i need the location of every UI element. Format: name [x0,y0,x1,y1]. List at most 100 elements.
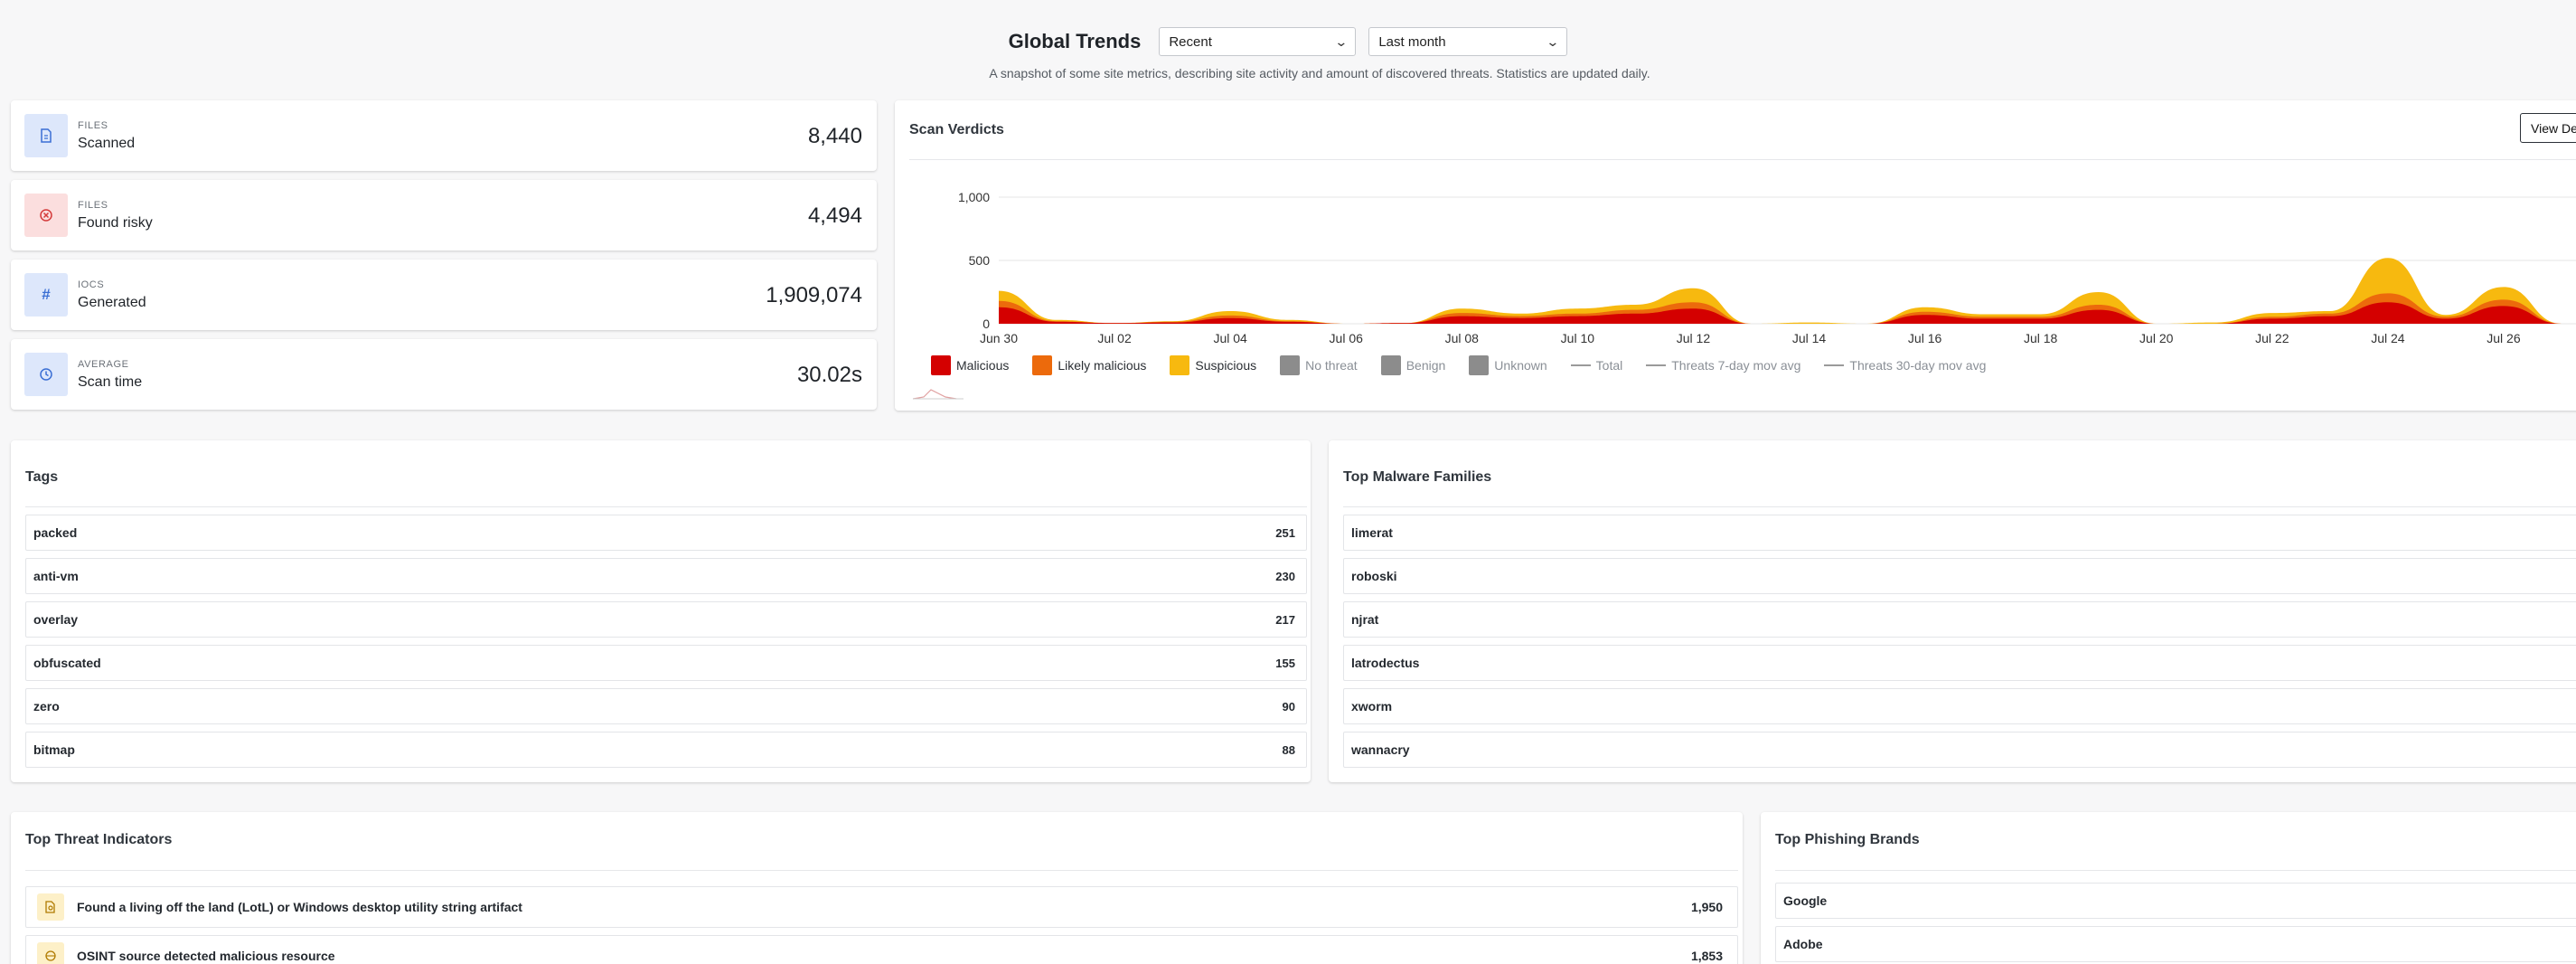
tags-card: Tags packed 251 anti-vm 230 overlay 217 obf… [11,440,1311,782]
x-tick-label: Jul 04 [1213,331,1247,345]
legend-item[interactable]: Likely malicious [1032,355,1146,375]
tag-name: packed [33,525,78,540]
tag-count: 230 [1275,569,1295,583]
chevron-down-icon: ⌄ [1333,33,1349,49]
tag-row[interactable]: packed 251 [25,515,1307,551]
tag-name: overlay [33,612,79,627]
tag-name: bitmap [33,742,75,757]
chevron-down-icon: ⌄ [1545,33,1560,49]
section-title: Top Phishing Brands [1775,832,1920,847]
brand-name: Adobe [1783,937,1823,951]
threat-indicators-card: Top Threat Indicators Found a living off… [11,812,1743,964]
stat-label: Generated [78,295,146,310]
stat-value: 30.02s [796,363,862,387]
legend-item[interactable]: Total [1570,358,1623,373]
legend-label: Threats 30-day mov avg [1849,358,1987,373]
y-tick-label: 0 [982,317,990,331]
malware-row[interactable]: wannacry [1343,732,2576,768]
legend-item[interactable]: Benign [1380,355,1445,375]
tag-name: zero [33,699,60,714]
stat-card-scanned: FILES Scanned 8,440 [11,100,877,171]
legend-item[interactable]: Suspicious [1170,355,1256,375]
legend-item[interactable]: Malicious [931,355,1009,375]
tag-row[interactable]: obfuscated 155 [25,645,1307,681]
legend-item[interactable]: No threat [1280,355,1358,375]
malware-name: roboski [1351,569,1397,583]
indicator-count: 1,853 [1690,949,1723,963]
indicator-icon [37,942,64,964]
y-tick-label: 500 [969,253,991,268]
stat-kicker: AVERAGE [78,359,129,370]
legend-item[interactable]: Threats 30-day mov avg [1824,358,1986,373]
indicator-row[interactable]: OSINT source detected malicious resource… [25,935,1738,964]
divider [25,506,1307,507]
stat-card-scantime: AVERAGE Scan time 30.02s [11,339,877,410]
x-tick-label: Jul 26 [2487,331,2521,345]
section-title: Top Malware Families [1343,469,1492,485]
tag-row[interactable]: overlay 217 [25,601,1307,638]
tag-row[interactable]: bitmap 88 [25,732,1307,768]
period-select-value: Last month [1378,33,1446,50]
legend-item[interactable]: Unknown [1469,355,1547,375]
section-title: Top Threat Indicators [25,832,173,847]
divider [1343,506,2576,507]
tag-row[interactable]: anti-vm 230 [25,558,1307,594]
period-select[interactable]: Last month ⌄ [1368,27,1568,56]
legend-label: Threats 7-day mov avg [1671,358,1801,373]
indicator-text: OSINT source detected malicious resource [77,949,335,963]
stat-value: 1,909,074 [766,283,862,307]
stat-card-iocs: # IOCS Generated 1,909,074 [11,260,877,330]
legend-swatch [1280,355,1301,375]
malware-row[interactable]: xworm [1343,688,2576,724]
stat-kicker: FILES [78,120,108,131]
x-tick-label: Jul 10 [1561,331,1595,345]
brand-row[interactable]: Adobe [1775,926,2576,962]
view-details-button[interactable]: View De [2520,113,2576,143]
legend-label: Suspicious [1195,358,1257,373]
stat-label: Found risky [78,215,153,231]
x-tick-label: Jul 24 [2371,331,2405,345]
sort-select[interactable]: Recent ⌄ [1159,27,1357,56]
malware-row[interactable]: latrodectus [1343,645,2576,681]
legend-label: Likely malicious [1058,358,1147,373]
scan-verdicts-card: Scan Verdicts View De 0 500 1,000 Jun 30 Jul… [895,100,2576,411]
y-tick-label: 1,000 [958,190,990,204]
tag-count: 90 [1282,699,1295,714]
stat-label: Scan time [78,374,143,390]
legend-label: Total [1595,358,1623,373]
tag-count: 217 [1275,612,1295,627]
tag-row[interactable]: zero 90 [25,688,1307,724]
tag-count: 155 [1275,656,1295,670]
indicator-text: Found a living off the land (LotL) or Wi… [77,900,522,914]
area-series-malicious [999,302,2562,324]
tag-count: 251 [1275,525,1295,540]
tag-count: 88 [1282,742,1295,757]
x-tick-label: Jul 20 [2139,331,2174,345]
legend-label: Unknown [1494,358,1547,373]
navigator-sparkline[interactable] [913,383,964,401]
stat-kicker: IOCS [78,279,105,290]
x-tick-label: Jul 18 [2024,331,2058,345]
stat-kicker: FILES [78,200,108,211]
chart-title: Scan Verdicts [909,122,1004,137]
legend-swatch [931,355,951,375]
malware-row[interactable]: roboski [1343,558,2576,594]
page-title: Global Trends [1008,30,1142,52]
malware-row[interactable]: njrat [1343,601,2576,638]
brand-row[interactable]: Google [1775,883,2576,919]
indicator-icon [37,893,64,921]
legend-label: Malicious [956,358,1010,373]
legend-label: No threat [1305,358,1358,373]
malware-row[interactable]: limerat [1343,515,2576,551]
stat-value: 4,494 [807,203,862,228]
legend-item[interactable]: Threats 7-day mov avg [1646,358,1800,373]
hash-icon: # [24,273,68,317]
divider [25,870,1738,871]
divider [909,159,2576,160]
indicator-row[interactable]: Found a living off the land (LotL) or Wi… [25,886,1738,928]
malware-name: limerat [1351,525,1393,540]
stat-value: 8,440 [807,124,862,148]
x-tick-label: Jul 06 [1330,331,1364,345]
x-circle-icon [24,194,68,237]
page-subtitle: A snapshot of some site metrics, describ… [989,66,1650,80]
